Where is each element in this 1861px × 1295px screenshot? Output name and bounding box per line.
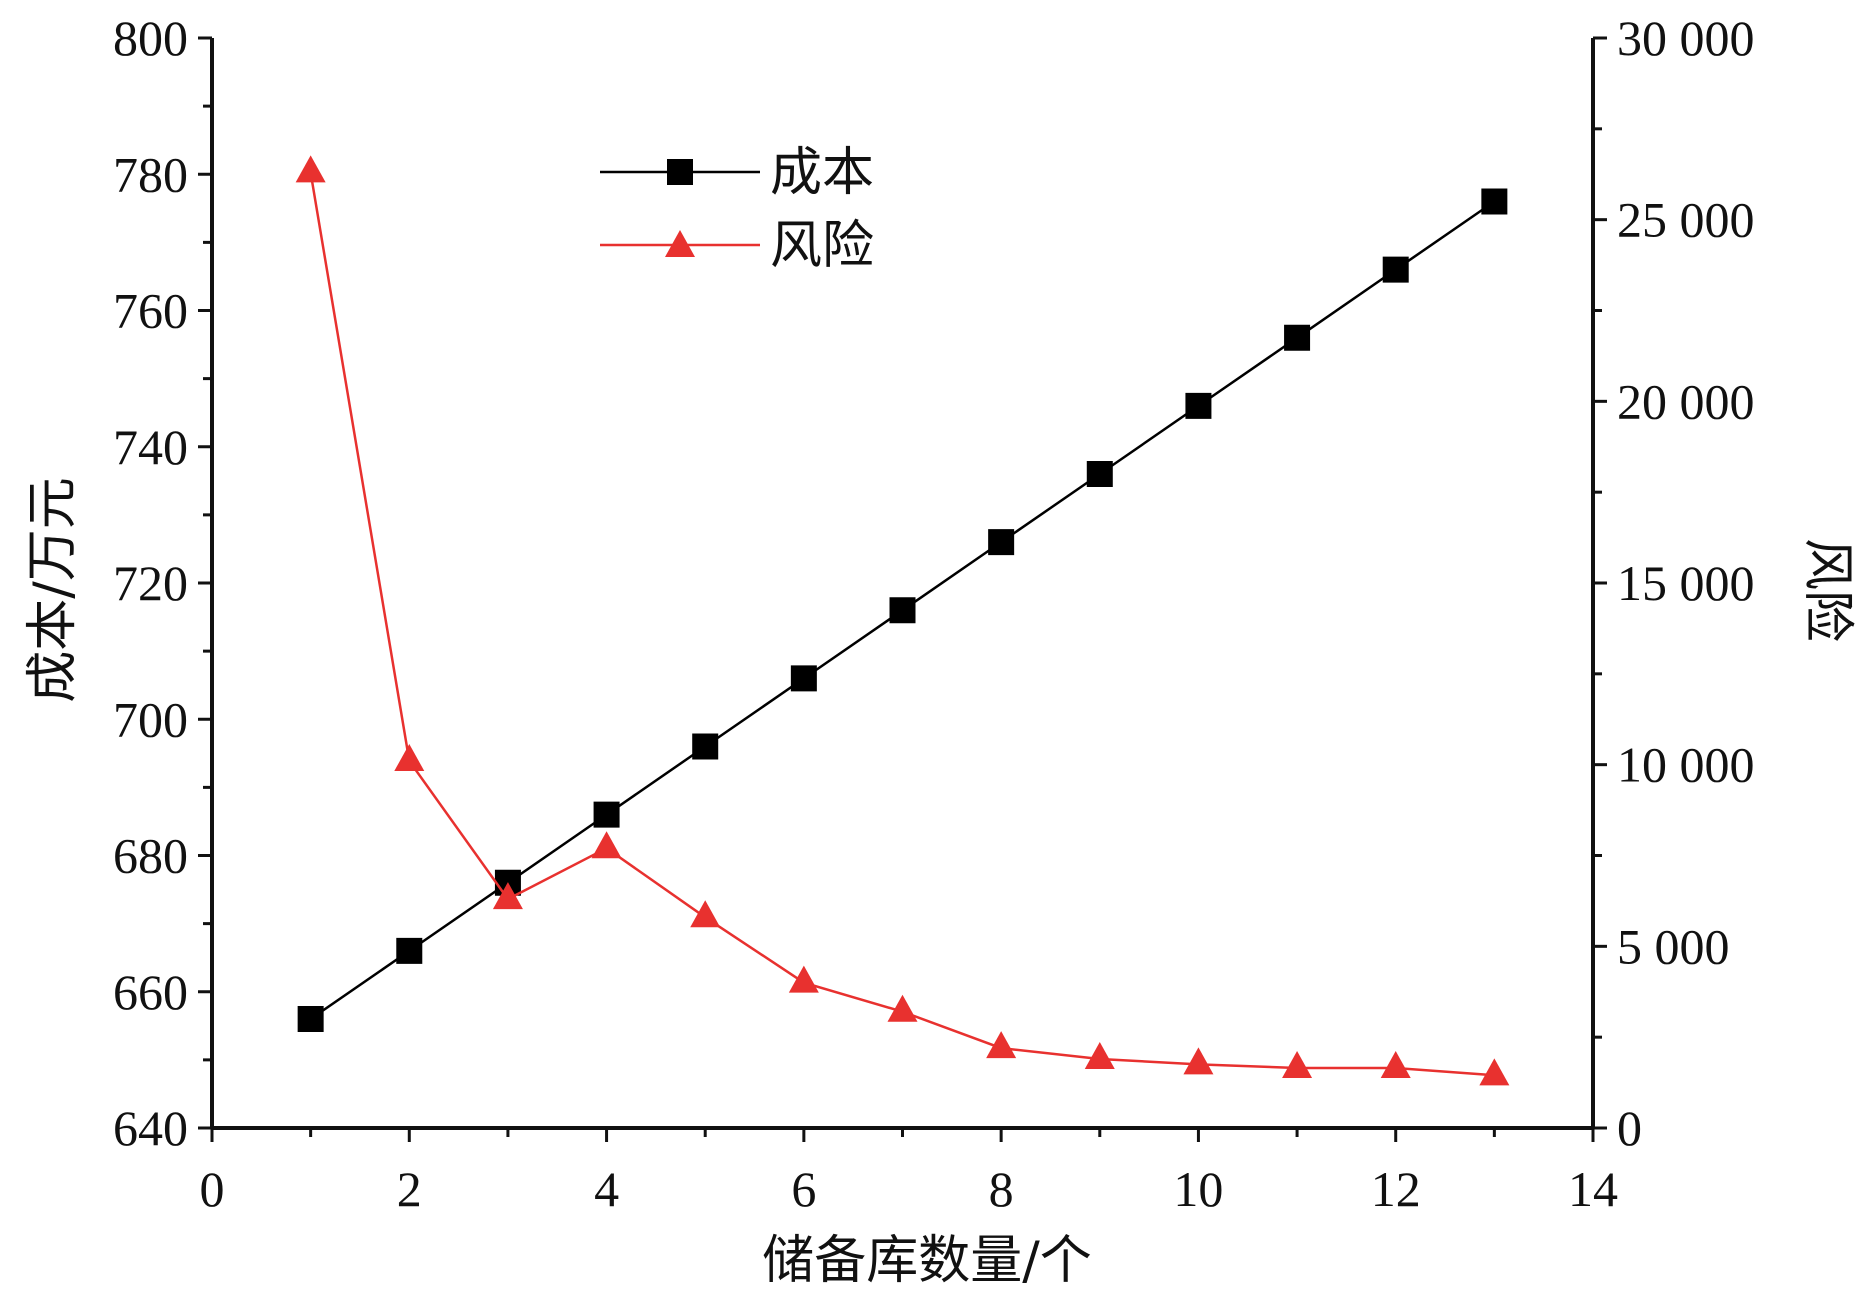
left-y-tick-label: 720 xyxy=(113,555,188,611)
data-point xyxy=(986,1031,1017,1059)
x-tick-label: 0 xyxy=(200,1161,225,1217)
right-y-tick-label: 5 000 xyxy=(1617,918,1730,974)
legend-entry-risk: 风险 xyxy=(600,216,874,276)
data-point xyxy=(593,801,620,828)
left-y-tick-label: 740 xyxy=(113,419,188,475)
data-point xyxy=(1086,461,1113,487)
data-point xyxy=(295,155,326,183)
legend: 成本 风险 xyxy=(600,143,874,276)
x-tick-label: 14 xyxy=(1568,1161,1618,1217)
data-point xyxy=(887,994,918,1022)
x-tick-label: 6 xyxy=(791,1161,816,1217)
left-y-tick-label: 700 xyxy=(113,691,188,747)
left-y-tick-label: 760 xyxy=(113,283,188,339)
tick-marks xyxy=(198,36,1607,1142)
right-y-axis-title: 风险 xyxy=(1797,538,1857,642)
x-tick-label: 2 xyxy=(397,1161,422,1217)
legend-label-cost: 成本 xyxy=(770,143,874,203)
left-y-tick-label: 780 xyxy=(113,146,188,202)
series-risk xyxy=(295,155,1510,1086)
legend-entry-cost: 成本 xyxy=(600,143,874,203)
left-y-tick-label: 660 xyxy=(113,964,188,1020)
data-point xyxy=(1183,1047,1214,1075)
legend-label-risk: 风险 xyxy=(770,216,874,276)
left-y-tick-label: 800 xyxy=(113,10,188,66)
x-tick-label: 8 xyxy=(989,1161,1014,1217)
data-point xyxy=(788,965,819,993)
right-y-tick-label: 25 000 xyxy=(1617,192,1755,248)
data-point xyxy=(1185,392,1212,419)
right-y-tick-label: 0 xyxy=(1617,1100,1642,1156)
legend-marker-cost xyxy=(667,159,693,185)
x-tick-label: 10 xyxy=(1173,1161,1223,1217)
left-y-tick-label: 680 xyxy=(113,828,188,884)
right-y-tick-label: 20 000 xyxy=(1617,373,1755,429)
data-point xyxy=(1284,324,1311,351)
data-point xyxy=(1479,1058,1510,1086)
data-point xyxy=(692,733,719,760)
data-point xyxy=(1481,188,1508,215)
right-y-tick-label: 10 000 xyxy=(1617,737,1755,793)
x-tick-label: 12 xyxy=(1371,1161,1421,1217)
data-point xyxy=(1084,1041,1115,1069)
data-point xyxy=(988,529,1015,556)
series-cost xyxy=(297,188,1508,1032)
tick-labels: 0 2 4 6 8 10 12 14 640 660 680 700 720 740 760 780 800 0 5… xyxy=(113,10,1755,1217)
series-layer xyxy=(295,155,1510,1086)
data-point xyxy=(690,900,721,928)
data-point xyxy=(396,937,423,964)
data-point xyxy=(790,665,817,692)
data-point xyxy=(492,882,523,910)
x-tick-label: 4 xyxy=(594,1161,619,1217)
data-point xyxy=(1380,1051,1411,1079)
left-y-axis-title: 成本/万元 xyxy=(23,477,83,703)
data-point xyxy=(1382,256,1409,283)
data-point xyxy=(1282,1051,1313,1079)
axes xyxy=(210,38,1595,1130)
data-point xyxy=(591,831,622,859)
x-axis-title: 储备库数量/个 xyxy=(762,1231,1092,1291)
left-y-tick-label: 640 xyxy=(113,1100,188,1156)
data-point xyxy=(889,597,916,624)
data-point xyxy=(297,1006,324,1032)
data-point xyxy=(394,744,425,772)
right-y-tick-label: 30 000 xyxy=(1617,10,1755,66)
series-line xyxy=(309,172,1495,1077)
right-y-tick-label: 15 000 xyxy=(1617,555,1755,611)
legend-marker-risk xyxy=(665,230,695,257)
